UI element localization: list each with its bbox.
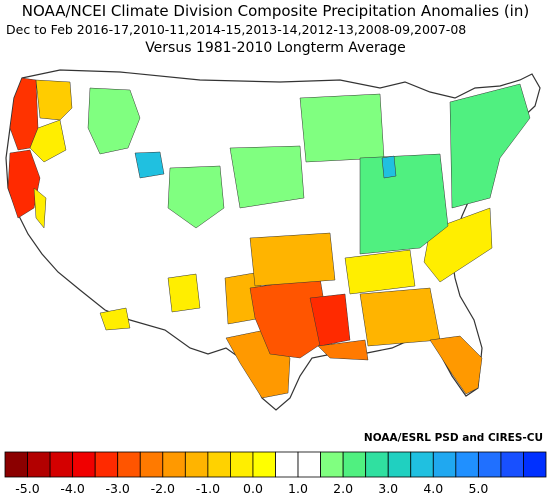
legend-tick-label: 5.0: [468, 481, 488, 496]
legend-swatch: [162, 451, 186, 478]
legend-swatch: [342, 451, 367, 478]
legend-swatch: [117, 451, 141, 478]
legend-swatch: [320, 451, 344, 478]
data-credit: NOAA/ESRL PSD and CIRES-CU: [363, 432, 543, 444]
region-ozarks-kansas: [249, 232, 336, 287]
legend-tick-label: -4.0: [60, 481, 84, 496]
map-subtitle-seasons: Dec to Feb 2016-17,2010-11,2014-15,2013-…: [6, 22, 467, 37]
legend-tick-label: 1.0: [288, 481, 308, 496]
precipitation-anomaly-map: [5, 69, 541, 411]
region-arizona: [99, 307, 131, 331]
region-southern-california: [33, 187, 47, 229]
region-pacific-northwest-coast: [9, 77, 39, 151]
region-northern-california-coast: [7, 149, 41, 219]
region-interior-northwest: [35, 79, 73, 121]
legend-tick-label: 0.0: [243, 481, 263, 496]
region-michigan-spot: [381, 155, 397, 179]
legend-swatch: [27, 451, 51, 478]
region-wyoming-colorado: [167, 165, 225, 229]
region-southeast: [359, 287, 441, 347]
legend-swatch: [94, 451, 119, 478]
legend-swatch: [207, 451, 231, 478]
legend-tick-label: -3.0: [106, 481, 130, 496]
legend-swatch: [49, 451, 74, 478]
legend-swatch: [365, 451, 389, 478]
region-idaho-montana: [87, 87, 141, 155]
legend-tick-label: -2.0: [151, 481, 175, 496]
legend-swatch: [4, 451, 28, 478]
region-oregon-interior: [29, 119, 67, 163]
legend-swatch: [455, 451, 479, 478]
legend-swatch: [139, 451, 164, 478]
region-northeast: [449, 83, 531, 209]
legend-swatch: [477, 451, 502, 478]
legend-tick-label: 2.0: [333, 481, 353, 496]
legend-swatch: [387, 451, 412, 478]
legend-swatch: [230, 451, 254, 478]
region-great-lakes-ohio-valley: [359, 153, 449, 255]
legend-swatch: [72, 451, 96, 478]
legend-swatch: [275, 451, 299, 478]
legend-swatch: [523, 451, 547, 478]
region-louisiana-coast: [317, 339, 369, 361]
legend-tick-label: 3.0: [378, 481, 398, 496]
legend-swatch: [500, 451, 524, 478]
legend-swatch: [297, 451, 321, 478]
map-subtitle-baseline: Versus 1981-2010 Longterm Average: [145, 40, 406, 56]
legend-swatch: [410, 451, 434, 478]
legend-tick-label: -5.0: [15, 481, 39, 496]
map-title: NOAA/NCEI Climate Division Composite Pre…: [21, 2, 530, 20]
region-central-plains: [229, 145, 305, 209]
color-legend: -5.0 -4.0 -3.0 -2.0 -1.0 0.0 1.0 2.0 3.0 4.0 5.0: [4, 451, 547, 496]
legend-tick-label: 4.0: [423, 481, 443, 496]
legend-swatch: [252, 451, 276, 478]
region-florida: [429, 335, 483, 395]
legend-swatch: [432, 451, 457, 478]
legend-tick-label: -1.0: [196, 481, 220, 496]
legend-swatch: [184, 451, 209, 478]
region-upper-midwest: [299, 93, 385, 163]
region-tennessee-valley: [344, 249, 416, 295]
region-northern-utah: [134, 151, 165, 179]
region-lower-mississippi-valley: [309, 293, 351, 347]
region-arizona-east: [167, 273, 201, 313]
